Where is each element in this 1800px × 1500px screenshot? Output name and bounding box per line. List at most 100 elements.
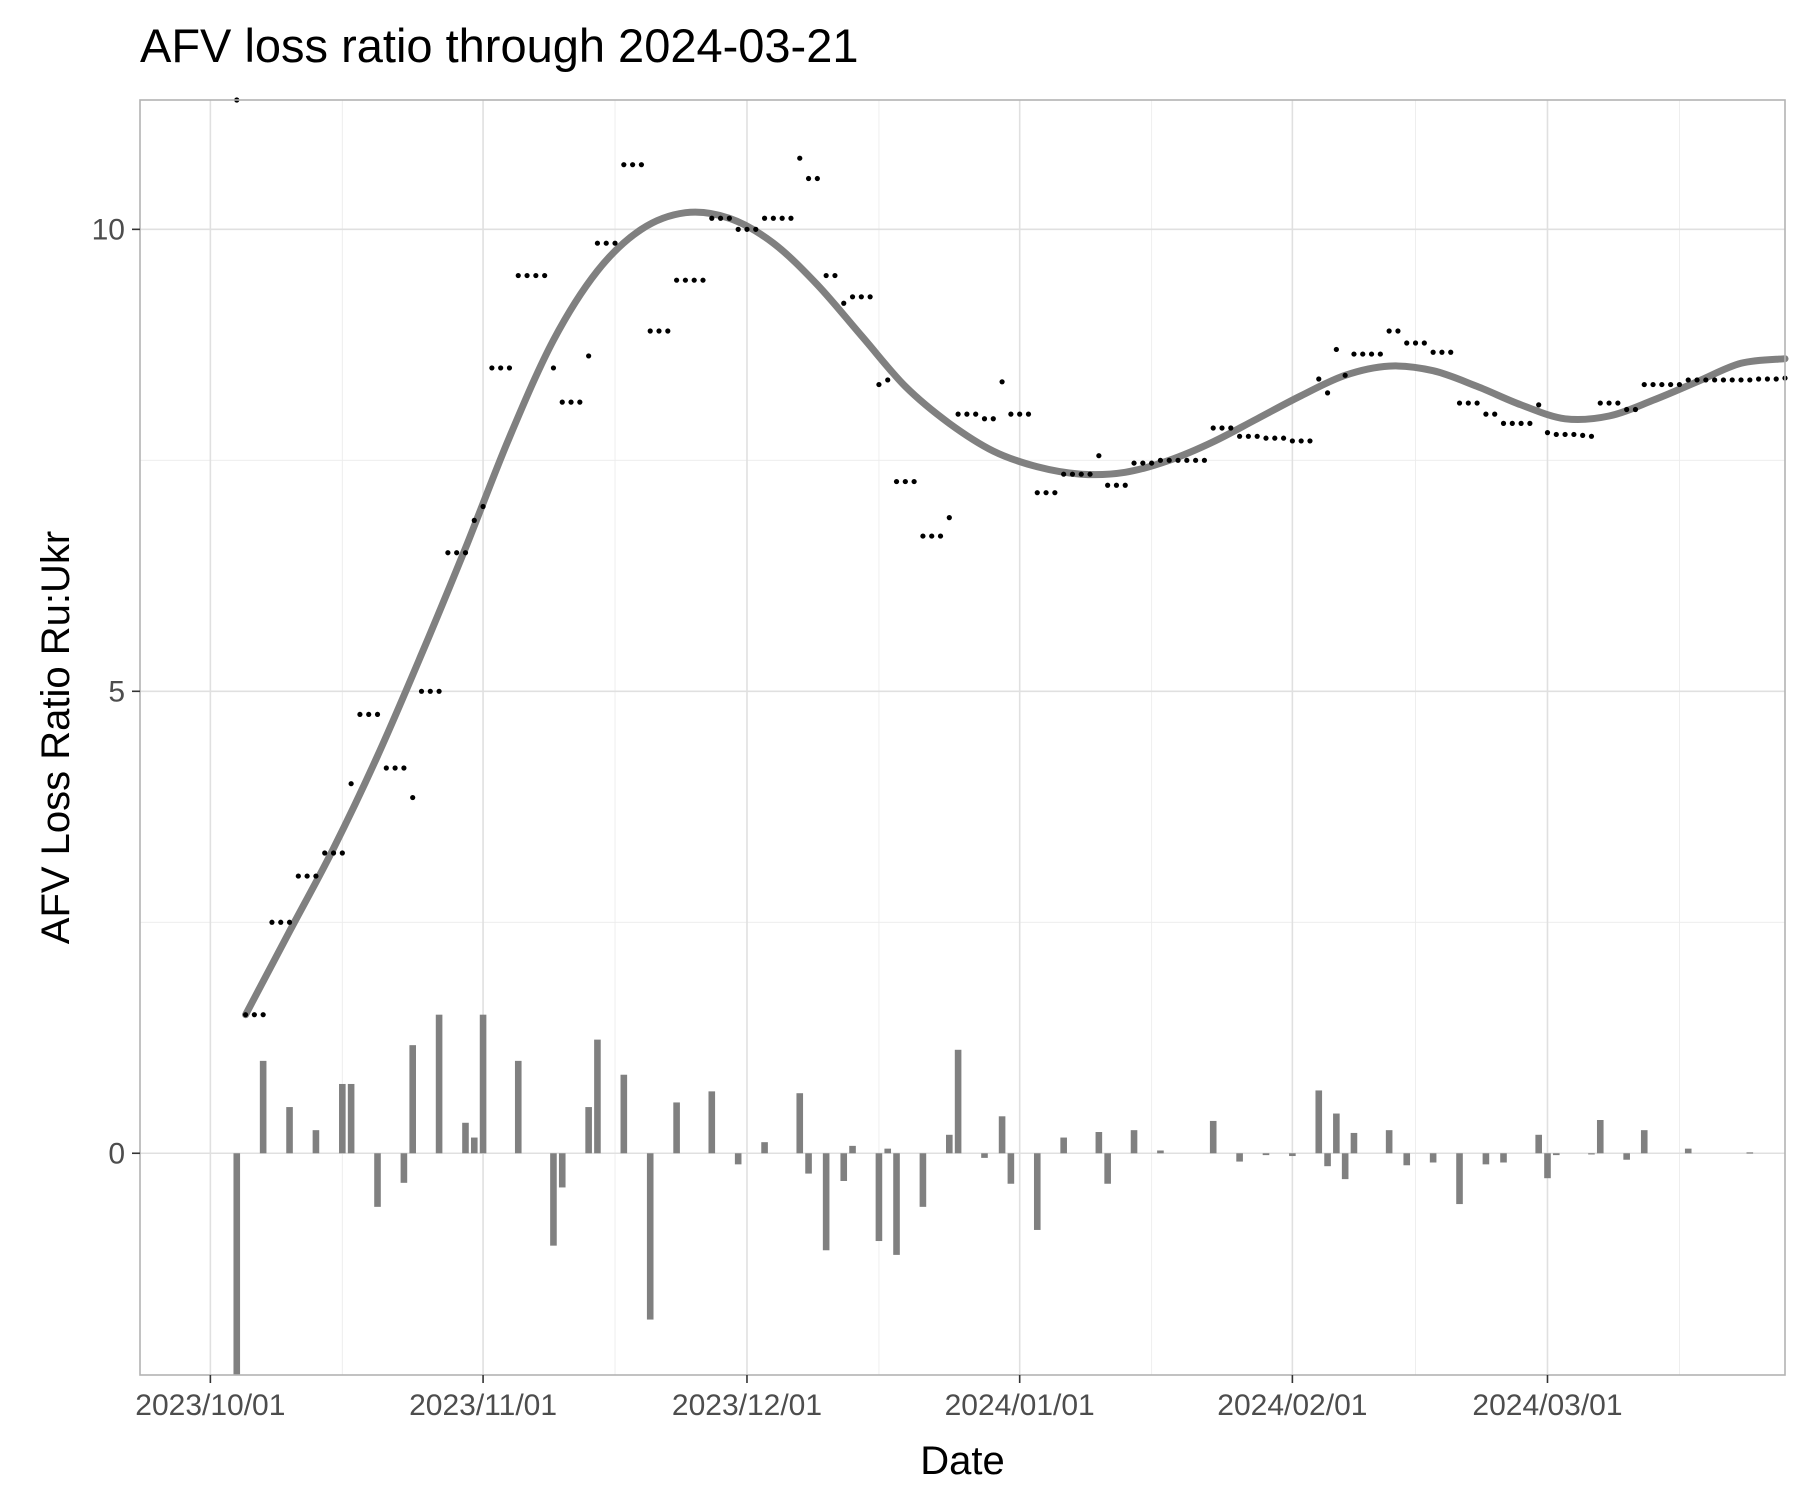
ratio-point — [1061, 471, 1067, 477]
ratio-point — [1395, 328, 1401, 334]
ratio-point — [1641, 381, 1647, 388]
ratio-point — [735, 226, 741, 232]
panel-border — [139, 99, 1786, 1376]
ratio-point — [885, 377, 891, 383]
ratio-point — [348, 781, 354, 787]
ratio-point — [1430, 349, 1436, 355]
difference-bar — [470, 1137, 478, 1154]
ratio-point — [577, 399, 583, 405]
x-tick-label: 2023/10/01 — [135, 1389, 285, 1422]
ratio-point — [1588, 433, 1595, 439]
ratio-point — [603, 240, 609, 246]
ratio-point — [893, 478, 900, 485]
ratio-point — [1676, 381, 1683, 388]
ratio-point — [1659, 381, 1665, 388]
ratio-point — [1509, 420, 1515, 426]
ratio-point — [1465, 400, 1471, 406]
ratio-point — [1149, 460, 1155, 466]
ratio-point — [665, 328, 671, 334]
difference-bar — [1060, 1137, 1067, 1154]
difference-bar — [805, 1153, 812, 1174]
x-tick-label: 2023/12/01 — [672, 1389, 822, 1422]
difference-bar — [1324, 1153, 1331, 1167]
ratio-point — [753, 226, 759, 232]
ratio-point — [1333, 346, 1339, 353]
difference-bars — [233, 1014, 1754, 1375]
ratio-point — [1773, 376, 1779, 382]
ratio-point — [392, 765, 398, 771]
difference-bar — [708, 1091, 716, 1154]
difference-bar — [259, 1060, 267, 1154]
ratio-point — [1386, 328, 1392, 334]
ratio-point — [366, 711, 372, 718]
x-axis-title: Date — [920, 1439, 1005, 1483]
ratio-point — [849, 294, 856, 300]
y-tick-label: 10 — [92, 213, 125, 246]
daily-ratio-points — [234, 97, 1788, 1018]
x-tick-label: 2023/11/01 — [409, 1389, 557, 1422]
ratio-point — [1131, 460, 1137, 466]
difference-bar — [1535, 1134, 1542, 1154]
x-axis: 2023/10/01 2023/11/01 2023/12/01 2024/01/01… — [135, 1375, 1623, 1422]
ratio-point — [674, 277, 680, 283]
ratio-point — [1096, 453, 1102, 459]
ratio-point — [1527, 420, 1533, 426]
difference-bar — [1623, 1153, 1630, 1160]
ratio-point — [1562, 431, 1568, 438]
ratio-point — [656, 328, 662, 334]
ratio-point — [814, 175, 820, 182]
ratio-point — [1518, 420, 1524, 426]
ratio-point — [638, 162, 645, 168]
ratio-point — [1492, 411, 1498, 417]
difference-bar — [233, 1153, 241, 1375]
difference-bar — [646, 1153, 654, 1320]
ratio-point — [542, 272, 548, 279]
difference-bar — [1746, 1152, 1754, 1154]
difference-bar — [919, 1153, 927, 1207]
difference-bar — [875, 1153, 883, 1242]
ratio-point — [1404, 340, 1410, 346]
ratio-point — [1193, 457, 1199, 463]
ratio-point — [1113, 482, 1120, 488]
ratio-point — [313, 873, 319, 879]
ratio-point — [462, 550, 469, 556]
ratio-point — [559, 399, 565, 405]
chart-title: AFV loss ratio through 2024-03-21 — [140, 19, 858, 72]
ratio-point — [1289, 438, 1295, 444]
difference-bar — [1007, 1153, 1015, 1184]
difference-bar — [1209, 1120, 1217, 1154]
difference-bar — [1456, 1153, 1463, 1205]
difference-bar — [673, 1102, 680, 1154]
ratio-point — [1245, 433, 1251, 439]
difference-bar — [585, 1107, 592, 1154]
difference-bar — [884, 1148, 892, 1154]
minor-gridlines — [140, 100, 1785, 1375]
ratio-point — [436, 688, 442, 694]
x-tick-label: 2024/02/01 — [1217, 1389, 1367, 1422]
ratio-point — [242, 1012, 249, 1018]
difference-bar — [1095, 1132, 1103, 1154]
ratio-point — [717, 215, 724, 221]
ratio-point — [1720, 377, 1727, 383]
ratio-point — [682, 277, 689, 283]
difference-bar — [339, 1083, 346, 1154]
ratio-point — [1069, 471, 1076, 477]
ratio-point — [1624, 406, 1630, 413]
x-tick-label: 2024/03/01 — [1472, 1389, 1622, 1422]
ratio-point — [1448, 349, 1454, 355]
difference-bar — [400, 1153, 408, 1183]
ratio-point — [1632, 406, 1639, 413]
ratio-point — [568, 399, 574, 405]
ratio-point — [1729, 377, 1735, 383]
ratio-point — [1694, 377, 1700, 383]
ratio-point — [911, 478, 917, 485]
ratio-point — [1483, 411, 1489, 417]
ratio-point — [1421, 340, 1427, 346]
ratio-point — [1615, 400, 1621, 406]
difference-bar — [1640, 1130, 1648, 1154]
ratio-point — [445, 550, 451, 556]
ratio-point — [1650, 381, 1656, 388]
ratio-point — [902, 478, 908, 485]
ratio-point — [788, 215, 794, 221]
ratio-point — [480, 503, 486, 510]
